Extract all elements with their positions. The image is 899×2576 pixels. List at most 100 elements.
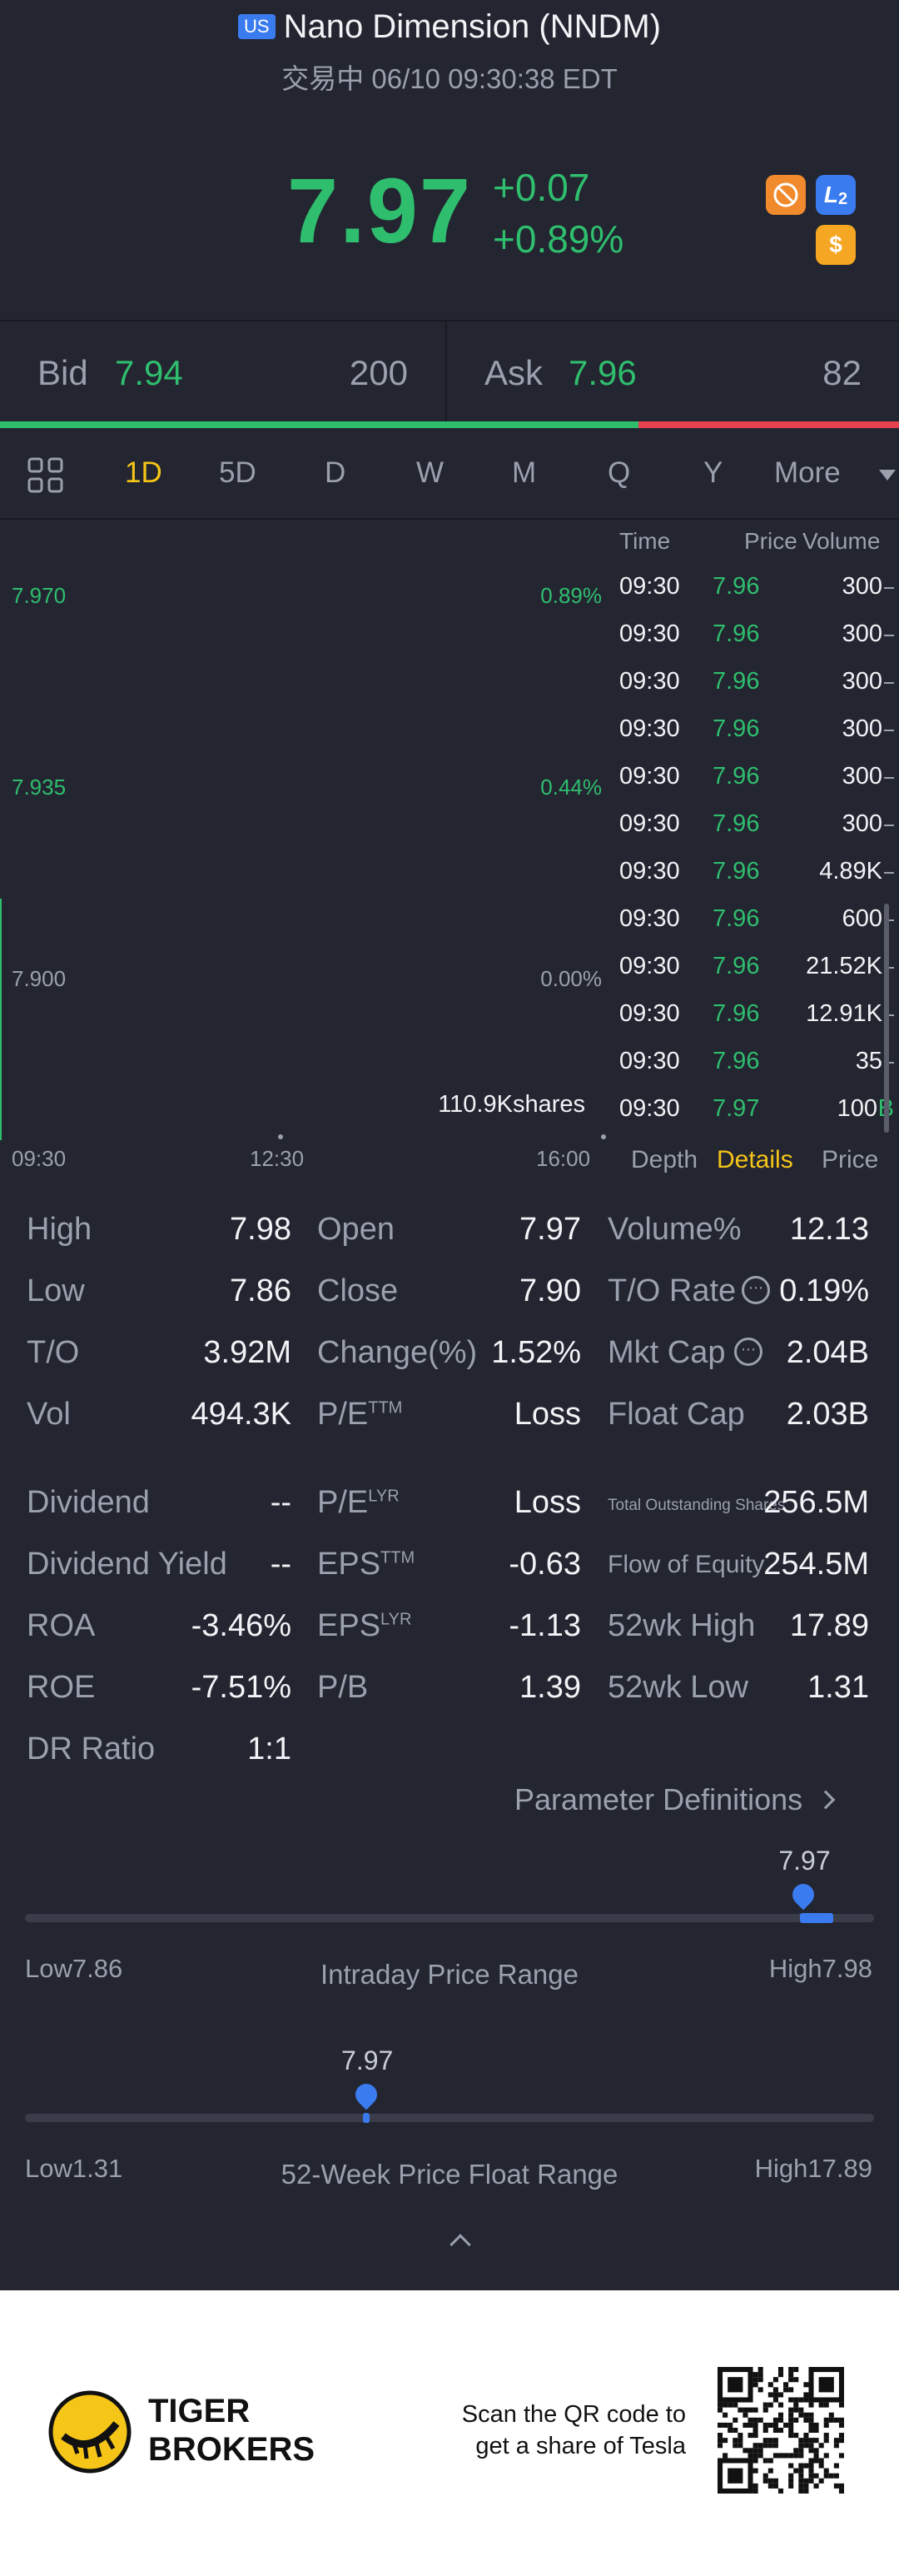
tab-timeframe-1d[interactable]: 1D xyxy=(125,456,162,489)
stat-value: 2.03B xyxy=(786,1397,869,1432)
tick-row: 09:30 7.96 12.91K xyxy=(619,1000,894,1048)
ask-price: 7.96 xyxy=(569,353,637,392)
brand-name: TIGER BROKERS xyxy=(148,2392,315,2469)
tab-timeframe-m[interactable]: M xyxy=(512,456,537,489)
stat-label-text: High xyxy=(27,1212,92,1247)
tab-timeframe-more[interactable]: More xyxy=(774,456,841,489)
stat-label: P/ETTM xyxy=(317,1397,402,1432)
tick-dash xyxy=(884,872,894,874)
tick-price: 7.96 xyxy=(713,620,760,647)
stat-label-text: Low xyxy=(27,1273,85,1308)
ticks-scrollbar[interactable] xyxy=(884,904,889,1133)
stat-label-text: Dividend Yield xyxy=(27,1547,227,1582)
info-icon[interactable]: ⋯ xyxy=(742,1276,770,1304)
stat-value: 494.3K xyxy=(191,1397,291,1432)
tick-volume: 300 xyxy=(842,715,882,742)
stat-value: 12.13 xyxy=(789,1212,869,1247)
x-label: 12:30 xyxy=(250,1146,305,1171)
ask-size: 82 xyxy=(822,353,862,392)
layout-grid-icon[interactable] xyxy=(27,456,65,499)
tick-row: 09:30 7.96 4.89K xyxy=(619,858,894,905)
stock-title: US Nano Dimension (NNDM) xyxy=(0,8,899,46)
tab-timeframe-5d[interactable]: 5D xyxy=(219,456,256,489)
stat-label: Vol xyxy=(27,1397,71,1432)
tab-price[interactable]: Price xyxy=(822,1146,879,1173)
stat-label: Low xyxy=(27,1273,85,1309)
ask-label: Ask xyxy=(484,353,544,392)
tab-timeframe-d[interactable]: D xyxy=(325,456,346,489)
stat-value: 7.98 xyxy=(230,1212,291,1247)
trade-icon[interactable] xyxy=(766,175,806,215)
stat-label: ROA xyxy=(27,1608,95,1644)
parameter-definitions-label: Parameter Definitions xyxy=(514,1782,803,1816)
more-dropdown-icon[interactable] xyxy=(879,470,896,481)
stat-value: -- xyxy=(270,1547,291,1582)
week52-current: 7.97 xyxy=(341,2045,394,2075)
tick-price: 7.96 xyxy=(713,1048,760,1074)
tick-row: 09:30 7.96 300 xyxy=(619,573,894,620)
tick-dash xyxy=(884,777,894,779)
tick-dash xyxy=(884,825,894,826)
ticks-header: Time Price Volume xyxy=(619,528,894,558)
stat-label-sup: LYR xyxy=(380,1610,412,1629)
stat-label-text: 52wk Low xyxy=(608,1670,748,1705)
stat-label-sup: TTM xyxy=(380,1548,415,1567)
stat-label-text: EPS xyxy=(317,1547,381,1582)
tick-time: 09:30 xyxy=(619,1095,680,1122)
stat-value: -7.51% xyxy=(191,1670,291,1705)
brand-line-2: BROKERS xyxy=(148,2431,315,2468)
stat-value: 254.5M xyxy=(763,1547,869,1582)
tick-volume: 4.89K xyxy=(819,858,882,884)
stat-label-text: Open xyxy=(317,1212,395,1247)
tab-timeframe-q[interactable]: Q xyxy=(608,456,631,489)
pct-label: 0.00% xyxy=(540,966,602,991)
volume-label: 110.9Kshares xyxy=(438,1091,585,1118)
col-volume: Volume xyxy=(802,528,881,554)
intraday-chart[interactable]: 7.970 7.935 7.900 0.89% 0.44% 0.00% 110.… xyxy=(0,520,612,1171)
tab-timeframe-w[interactable]: W xyxy=(416,456,445,489)
week52-low: Low1.31 xyxy=(25,2154,123,2183)
tab-timeframe-y[interactable]: Y xyxy=(703,456,723,489)
tick-price: 7.96 xyxy=(713,573,760,600)
tick-time: 09:30 xyxy=(619,668,680,695)
dollar-icon[interactable]: $ xyxy=(816,225,856,265)
stat-label-text: Dividend xyxy=(27,1485,150,1520)
collapse-chevron-icon[interactable] xyxy=(450,2234,471,2255)
stat-label: 52wk High xyxy=(608,1608,755,1644)
stat-label: Mkt Cap xyxy=(608,1335,725,1371)
tick-volume: 300 xyxy=(842,573,882,600)
tick-volume: 21.52K xyxy=(806,953,882,979)
stat-value: 7.86 xyxy=(230,1273,291,1308)
stat-value: Loss xyxy=(514,1397,581,1432)
stat-value: 3.92M xyxy=(203,1335,291,1370)
stat-value: 17.89 xyxy=(789,1608,869,1643)
tick-price: 7.96 xyxy=(713,763,760,790)
tick-time: 09:30 xyxy=(619,905,680,932)
bid-panel[interactable]: Bid 7.94 200 xyxy=(0,323,445,425)
tick-volume: 600 xyxy=(842,905,882,932)
bid-volume-bar xyxy=(0,421,638,428)
stat-label: T/O xyxy=(27,1335,79,1371)
tab-details[interactable]: Details xyxy=(717,1146,793,1173)
tick-time: 09:30 xyxy=(619,715,680,742)
info-icon[interactable]: ⋯ xyxy=(734,1338,762,1366)
tab-depth[interactable]: Depth xyxy=(631,1146,698,1173)
tick-dash xyxy=(884,919,894,921)
parameter-definitions-link[interactable]: Parameter Definitions xyxy=(514,1782,836,1817)
ask-panel[interactable]: Ask 7.96 82 xyxy=(447,323,899,425)
stat-label-text: Vol xyxy=(27,1397,71,1432)
stat-label: Total Outstanding Shares xyxy=(608,1497,785,1515)
tiger-logo-icon xyxy=(48,2390,132,2478)
stat-value: 256.5M xyxy=(763,1485,869,1520)
stock-name: Nano Dimension (NNDM) xyxy=(283,8,661,45)
stat-label: EPSLYR xyxy=(317,1608,411,1644)
pct-label: 0.44% xyxy=(540,775,602,800)
stat-label: P/ELYR xyxy=(317,1485,400,1521)
us-market-badge: US xyxy=(238,14,276,39)
tick-dash xyxy=(884,1014,894,1016)
tick-row: 09:30 7.96 600 xyxy=(619,905,894,953)
stat-value: 0.19% xyxy=(779,1273,869,1308)
intraday-title: Intraday Price Range xyxy=(320,1959,579,1990)
promo-footer: TIGER BROKERS Scan the QR code to get a … xyxy=(0,2290,899,2576)
